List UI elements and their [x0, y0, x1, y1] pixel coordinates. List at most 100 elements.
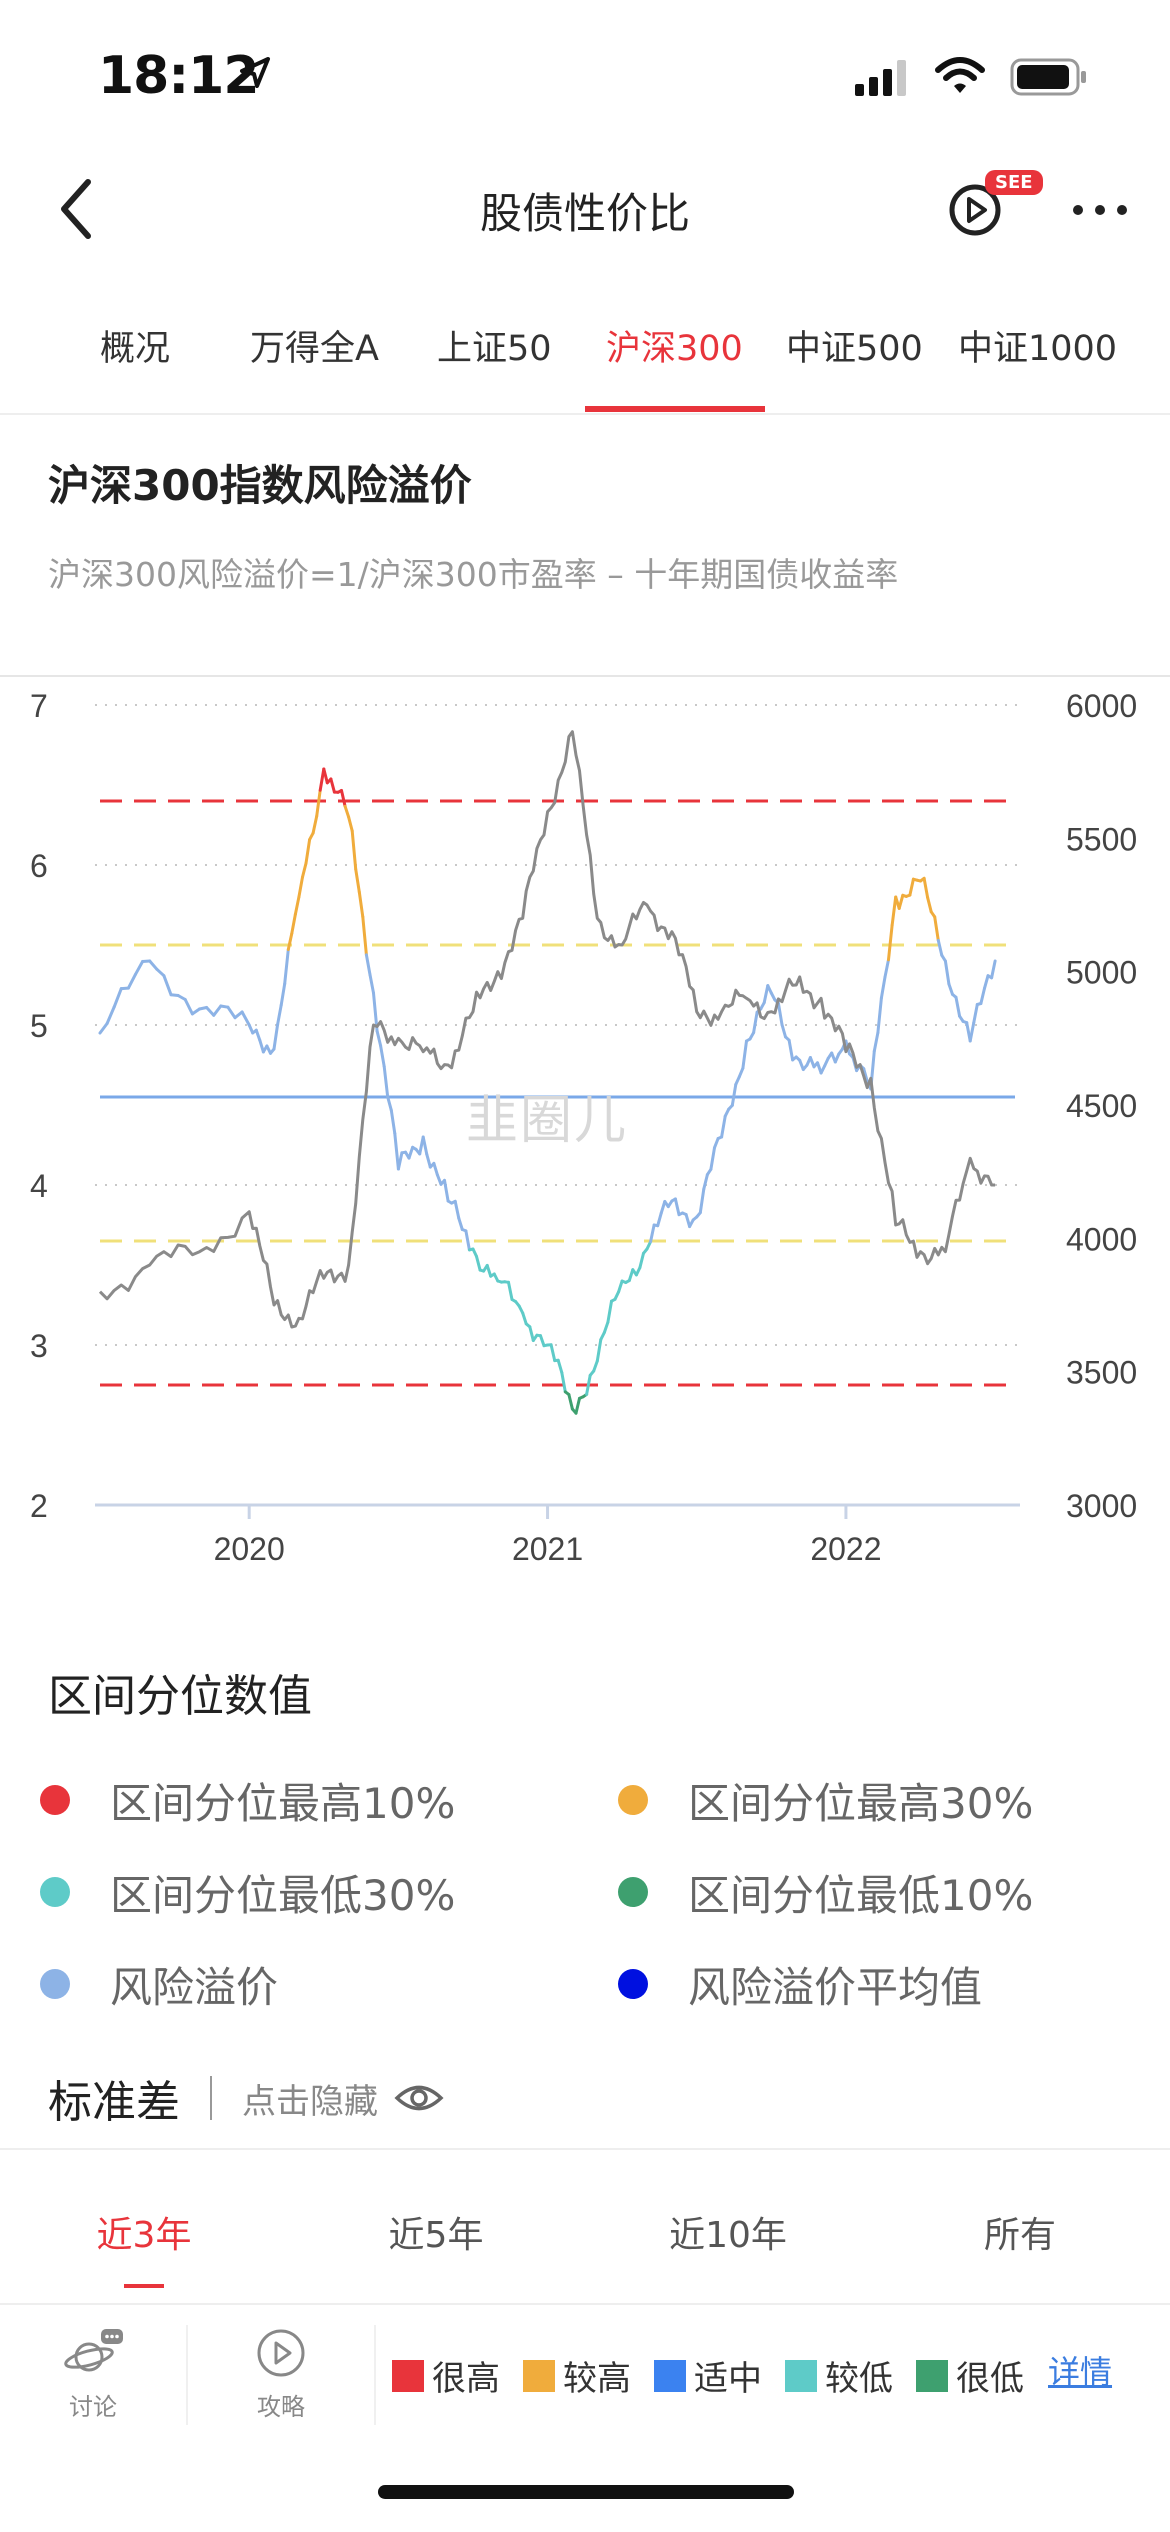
y-right-tick-label: 3500	[1066, 1355, 1137, 1391]
play-video-icon[interactable]	[945, 180, 1005, 240]
series-line-risk-premium	[279, 982, 287, 1007]
series-line-risk-premium	[638, 1251, 645, 1270]
risk-swatch	[392, 2359, 424, 2392]
series-line-risk-premium	[421, 1135, 429, 1156]
series-line-risk-premium	[876, 996, 883, 1035]
y-right-tick-label: 5000	[1066, 955, 1137, 991]
series-line-risk-premium	[453, 1199, 461, 1220]
x-tick-label: 2021	[512, 1531, 583, 1567]
series-line-risk-premium	[212, 1004, 223, 1017]
series-line-risk-premium	[148, 959, 159, 971]
separator	[210, 2076, 212, 2120]
series-line-risk-premium	[922, 876, 930, 899]
legend-item[interactable]: 区间分位最低30%	[40, 1864, 455, 1920]
series-line-risk-premium	[443, 1178, 450, 1203]
cellular-signal-icon	[855, 60, 906, 96]
legend-item[interactable]: 区间分位最高30%	[618, 1772, 1033, 1828]
legend-dot	[40, 1969, 70, 1999]
discuss-button[interactable]: 讨论	[38, 2327, 148, 2422]
series-line-risk-premium	[183, 998, 194, 1016]
eye-icon[interactable]	[394, 2081, 444, 2115]
formula-text: 沪深300风险溢价=1/沪深300市盈率 – 十年期国债收益率	[48, 555, 899, 594]
series-line-risk-premium	[780, 1023, 787, 1039]
risk-label: 适中	[694, 2359, 762, 2399]
detail-link[interactable]: 详情	[1048, 2353, 1113, 2391]
play-guide-icon	[257, 2329, 305, 2377]
legend-label: 风险溢价平均值	[688, 1962, 983, 2012]
series-line-risk-premium	[258, 1038, 265, 1054]
series-line-risk-premium	[872, 1031, 880, 1053]
legend-item[interactable]: 风险溢价	[40, 1956, 278, 2012]
series-line-risk-premium	[709, 1146, 716, 1171]
legend-dot	[618, 1877, 648, 1907]
y-right-tick-label: 4500	[1066, 1088, 1137, 1124]
series-line-risk-premium	[105, 1005, 116, 1025]
active-period-indicator	[124, 2284, 164, 2288]
series-line-risk-premium	[879, 975, 887, 1000]
series-line-risk-premium	[126, 972, 137, 990]
series-line-risk-premium	[340, 789, 347, 808]
series-line-risk-premium	[752, 1010, 759, 1035]
divider	[374, 2325, 376, 2425]
series-line-index	[98, 730, 996, 1329]
series-line-risk-premium	[574, 1396, 581, 1415]
series-line-risk-premium	[933, 915, 940, 942]
series-line-risk-premium	[457, 1216, 464, 1231]
tab-all[interactable]: 所有	[983, 2215, 1056, 2256]
series-line-risk-premium	[396, 1151, 404, 1171]
tab-3-years[interactable]: 近3年	[96, 2215, 192, 2256]
series-line-risk-premium	[134, 960, 145, 976]
tab-csi1000[interactable]: 中证1000	[958, 329, 1118, 369]
risk-premium-chart[interactable]: 7 6 5 4 3 2 6000 5500 5000 4500 4000 3500 3000 2020 20…	[0, 680, 1170, 1600]
y-right-tick-label: 5500	[1066, 821, 1137, 857]
tab-csi300[interactable]: 沪深300	[606, 329, 743, 369]
index-tabs: 概况 万得全A 上证50 沪深300 中证500 中证1000	[0, 300, 1170, 415]
legend-item[interactable]: 区间分位最低10%	[618, 1864, 1033, 1920]
status-bar: 18:12	[0, 0, 1170, 150]
series-line-risk-premium	[887, 923, 894, 962]
y-left-tick-label: 3	[30, 1328, 48, 1364]
series-line-risk-premium	[485, 1263, 493, 1278]
series-line-risk-premium	[585, 1373, 592, 1396]
tab-overview[interactable]: 概况	[100, 329, 171, 369]
tab-csi500[interactable]: 中证500	[786, 329, 923, 369]
tab-sse50[interactable]: 上证50	[437, 329, 552, 369]
series-line-risk-premium	[315, 788, 322, 818]
y-left-tick-label: 7	[30, 688, 48, 724]
battery-icon	[1010, 58, 1086, 96]
more-options-icon[interactable]	[1070, 195, 1130, 225]
back-arrow-icon[interactable]	[50, 174, 110, 244]
risk-key: 很高	[392, 2351, 500, 2400]
series-line-risk-premium	[276, 1003, 283, 1026]
series-line-risk-premium	[890, 895, 898, 927]
series-line-risk-premium	[407, 1145, 415, 1160]
series-line-risk-premium	[379, 1044, 386, 1068]
legend-item[interactable]: 风险溢价平均值	[618, 1956, 982, 2012]
series-line-risk-premium	[539, 1334, 546, 1348]
series-line-risk-premium	[983, 974, 990, 990]
series-line-risk-premium	[393, 1132, 400, 1171]
x-tick-label: 2020	[214, 1531, 285, 1567]
legend-item[interactable]: 区间分位最高10%	[40, 1772, 455, 1828]
guide-label: 攻略	[257, 2393, 305, 2421]
series-line-risk-premium	[787, 1038, 795, 1062]
series-line-risk-premium	[606, 1299, 613, 1324]
tab-10-years[interactable]: 近10年	[669, 2215, 787, 2256]
tab-wind-all-a[interactable]: 万得全A	[250, 329, 379, 369]
guide-button[interactable]: 攻略	[226, 2327, 336, 2422]
hide-toggle[interactable]: 点击隐藏	[242, 2081, 378, 2122]
tab-5-years[interactable]: 近5年	[388, 2215, 484, 2256]
series-line-risk-premium	[283, 948, 290, 986]
series-line-risk-premium	[659, 1200, 667, 1215]
series-line-risk-premium	[155, 967, 166, 978]
series-line-risk-premium	[656, 1211, 663, 1228]
series-line-risk-premium	[602, 1320, 610, 1334]
series-line-risk-premium	[737, 1066, 745, 1079]
series-line-risk-premium	[322, 767, 329, 785]
series-line-risk-premium	[698, 1187, 706, 1215]
series-line-risk-premium	[617, 1279, 624, 1294]
series-line-risk-premium	[112, 987, 123, 1009]
series-line-risk-premium	[425, 1152, 432, 1169]
std-label: 标准差	[48, 2077, 180, 2128]
active-tab-indicator	[585, 406, 765, 412]
